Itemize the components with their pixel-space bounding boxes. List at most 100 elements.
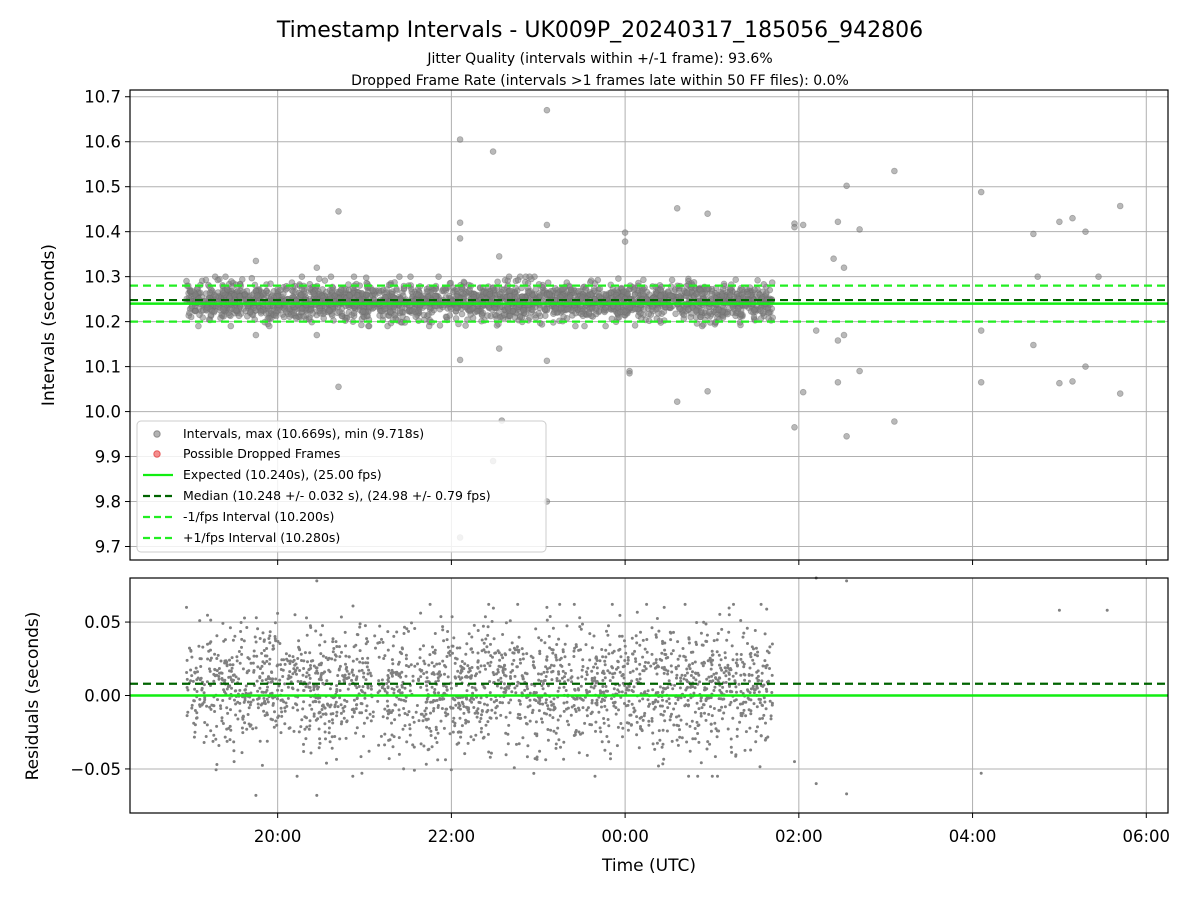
residuals-point (595, 703, 599, 707)
residuals-point (674, 702, 678, 705)
residuals-point (549, 700, 553, 704)
legend-marker-dropped (153, 450, 161, 458)
residuals-point (623, 702, 626, 705)
residuals-point (742, 708, 746, 712)
intervals-point (703, 285, 711, 293)
residuals-point (422, 644, 425, 648)
residuals-point (445, 688, 449, 692)
intervals-point (396, 273, 403, 281)
residuals-point (295, 672, 298, 676)
intervals-outlier-point (335, 208, 342, 215)
residuals-point (276, 611, 280, 615)
residuals-point (425, 697, 429, 701)
residuals-point (544, 701, 548, 705)
residuals-outlier-point (727, 613, 731, 617)
residuals-point (295, 666, 299, 670)
residuals-point (710, 649, 714, 653)
residuals-point (637, 746, 641, 750)
residuals-point (321, 671, 325, 675)
residuals-point (369, 674, 373, 678)
residuals-point (603, 676, 607, 680)
residuals-point (355, 633, 359, 636)
intervals-point (676, 305, 683, 313)
residuals-point (472, 706, 476, 709)
residuals-point (454, 656, 457, 660)
intervals-x-ticks (277, 560, 1147, 565)
residuals-point (672, 723, 676, 727)
residuals-point (385, 699, 389, 703)
residuals-point (704, 697, 708, 701)
residuals-point (566, 678, 570, 682)
residuals-point (667, 697, 671, 701)
residuals-point (607, 740, 611, 744)
residuals-point (190, 706, 194, 710)
residuals-point (237, 677, 241, 681)
intervals-point (732, 276, 739, 284)
residuals-point (550, 663, 553, 667)
residuals-point (732, 602, 735, 606)
residuals-point (453, 661, 457, 665)
residuals-point (318, 741, 322, 745)
residuals-point (601, 697, 604, 701)
residuals-point (418, 656, 422, 660)
intervals-outlier-point (495, 345, 503, 352)
intervals-point (309, 310, 316, 317)
intervals-point (718, 292, 726, 299)
residuals-outlier-point (979, 771, 983, 775)
residuals-point (441, 628, 445, 632)
residuals-point (247, 657, 251, 661)
residuals-point (545, 658, 549, 662)
residuals-point (358, 649, 362, 653)
residuals-point (338, 655, 342, 659)
residuals-point (641, 697, 645, 701)
intervals-point (511, 314, 519, 321)
residuals-point (556, 726, 560, 730)
residuals-point (241, 667, 245, 671)
residuals-point (495, 684, 499, 688)
intervals-outlier-point (843, 182, 850, 190)
residuals-point (641, 669, 645, 673)
residuals-point (720, 668, 724, 672)
residuals-point (385, 716, 389, 720)
residuals-point (452, 636, 456, 640)
residuals-point (544, 665, 548, 669)
residuals-point (354, 643, 358, 647)
residuals-point (307, 685, 311, 689)
residuals-point (252, 670, 256, 674)
residuals-point (761, 684, 765, 688)
residuals-point (707, 675, 711, 679)
residuals-point (434, 728, 438, 732)
residuals-point (632, 685, 636, 689)
residuals-point (685, 671, 689, 675)
intervals-point (315, 275, 323, 283)
residuals-point (552, 697, 556, 701)
residuals-point (265, 697, 269, 701)
residuals-point (261, 660, 265, 664)
residuals-point (328, 740, 332, 744)
residuals-point (628, 671, 632, 674)
intervals-point (306, 285, 314, 292)
residuals-point (433, 632, 437, 635)
intervals-point (645, 310, 652, 318)
intervals-outlier-point (840, 264, 848, 272)
residuals-point (750, 673, 754, 677)
residuals-point (510, 662, 514, 666)
residuals-point (273, 635, 277, 638)
residuals-point (246, 670, 249, 673)
residuals-point (332, 647, 336, 650)
residuals-point (720, 717, 724, 721)
residuals-point (342, 709, 346, 713)
residuals-point (255, 654, 259, 658)
residuals-point (374, 646, 377, 650)
residuals-point (669, 715, 673, 718)
intervals-point (412, 313, 420, 321)
residuals-point (430, 745, 434, 749)
intervals-point (226, 305, 234, 313)
residuals-point (687, 637, 691, 641)
residuals-point (256, 689, 260, 693)
residuals-point (721, 697, 725, 701)
residuals-point (394, 703, 398, 707)
residuals-point (508, 711, 512, 715)
residuals-point (422, 659, 426, 663)
residuals-point (720, 627, 724, 631)
